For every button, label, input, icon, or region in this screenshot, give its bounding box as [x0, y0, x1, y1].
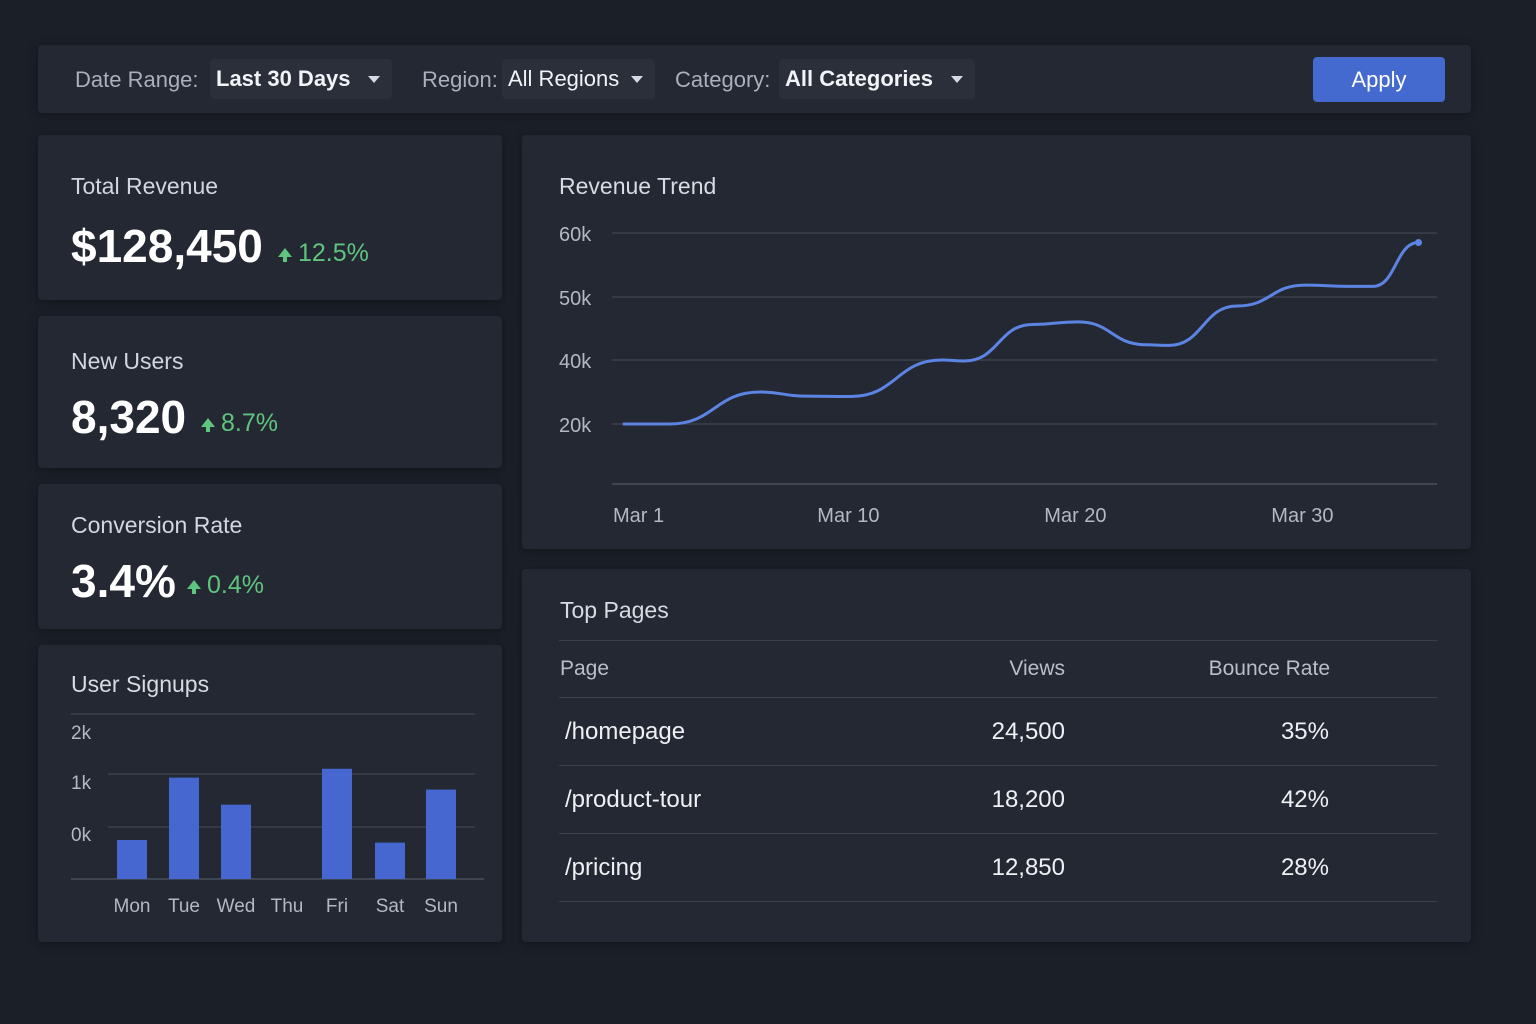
kpi-value: $128,450	[71, 220, 263, 272]
revenue-last-point	[1415, 239, 1422, 247]
chevron-down-icon	[951, 76, 963, 83]
bounce-rate-cell: 28%	[1280, 854, 1329, 881]
arrow-up-icon	[201, 417, 215, 432]
category-label: Category:	[675, 67, 771, 92]
kpi-delta: 0.4%	[187, 571, 264, 600]
y-tick-label: 0k	[71, 825, 92, 846]
top-pages-title: Top Pages	[560, 597, 669, 623]
date-range-select[interactable]: Last 30 Days	[210, 59, 392, 99]
category-select[interactable]: All Categories	[779, 59, 975, 99]
region-select[interactable]: All Regions	[502, 59, 655, 99]
revenue-trend-title: Revenue Trend	[559, 173, 717, 199]
column-header-views[interactable]: Views	[1009, 657, 1065, 680]
x-tick-label: Sat	[376, 896, 405, 917]
bar-sun	[426, 789, 456, 879]
kpi-value: 3.4%	[71, 555, 176, 607]
divider	[559, 697, 1437, 698]
views-cell: 12,850	[991, 854, 1065, 881]
table-row[interactable]: /pricing 12,850 28%	[559, 834, 1437, 902]
x-tick-label: Tue	[168, 896, 200, 917]
table-row[interactable]: /homepage 24,500 35%	[559, 698, 1437, 766]
revenue-trend-chart: 60k 50k 40k 20k Mar 1 Mar 10 Mar 20 Mar 30	[559, 224, 1437, 527]
arrow-up-icon	[187, 579, 201, 594]
y-tick-label: 40k	[559, 351, 592, 373]
x-tick-label: Fri	[326, 896, 348, 917]
kpi-delta: 8.7%	[201, 409, 278, 438]
bar-sat	[375, 842, 405, 879]
views-cell: 24,500	[991, 718, 1065, 745]
kpi-card-new-users: New Users 8,320 8.7%	[38, 316, 502, 468]
kpi-delta-value: 12.5%	[298, 239, 369, 267]
x-tick-label: Mar 1	[613, 505, 664, 527]
y-tick-label: 1k	[71, 773, 92, 794]
bar-fri	[322, 768, 352, 879]
bar-tue	[169, 777, 199, 879]
arrow-up-icon	[278, 247, 292, 262]
x-tick-label: Mar 20	[1044, 505, 1106, 527]
column-header-bounce-rate[interactable]: Bounce Rate	[1208, 657, 1330, 680]
top-pages-card: Top Pages Page Views Bounce Rate /homepa…	[522, 569, 1471, 942]
kpi-delta: 12.5%	[278, 239, 369, 268]
divider	[559, 640, 1437, 641]
y-tick-label: 20k	[559, 415, 592, 437]
x-tick-label: Mar 30	[1271, 505, 1333, 527]
revenue-series-line	[622, 241, 1420, 426]
x-tick-label: Sun	[424, 896, 458, 917]
region-label: Region:	[422, 67, 498, 92]
views-cell: 18,200	[991, 786, 1065, 813]
x-tick-label: Mar 10	[817, 505, 879, 527]
region-value: All Regions	[508, 66, 620, 91]
bounce-rate-cell: 35%	[1280, 718, 1329, 745]
kpi-card-total-revenue: Total Revenue $128,450 12.5%	[38, 135, 502, 300]
bar-mon	[117, 840, 147, 879]
kpi-title: New Users	[71, 348, 184, 374]
x-tick-label: Thu	[271, 896, 304, 917]
x-tick-label: Mon	[114, 896, 151, 917]
revenue-trend-card: Revenue Trend 60k 50k 40k 20k Mar 1 Mar 10 Mar…	[522, 135, 1471, 549]
user-signups-title: User Signups	[71, 671, 210, 697]
x-tick-label: Wed	[217, 896, 256, 917]
y-tick-label: 2k	[71, 723, 92, 744]
bounce-rate-cell: 42%	[1280, 786, 1329, 813]
kpi-delta-value: 0.4%	[207, 571, 264, 599]
user-signups-chart: 2k 1k 0k Mon Tue Wed Thu Fri Sat Sun	[71, 713, 484, 917]
date-range-value: Last 30 Days	[216, 66, 351, 91]
kpi-card-conversion-rate: Conversion Rate 3.4% 0.4%	[38, 484, 502, 629]
page-path-cell[interactable]: /homepage	[565, 718, 686, 745]
y-tick-label: 50k	[559, 288, 592, 310]
bar-wed	[221, 804, 251, 879]
table-row[interactable]: /product-tour 18,200 42%	[559, 766, 1437, 834]
y-tick-label: 60k	[559, 224, 592, 246]
kpi-delta-value: 8.7%	[221, 409, 278, 437]
filter-bar: Date Range: Last 30 Days Region: All Reg…	[38, 45, 1471, 113]
category-value: All Categories	[785, 66, 933, 91]
page-path-cell[interactable]: /pricing	[565, 854, 643, 881]
page-path-cell[interactable]: /product-tour	[565, 786, 702, 813]
date-range-label: Date Range:	[75, 67, 199, 92]
column-header-page[interactable]: Page	[560, 657, 610, 680]
kpi-value: 8,320	[71, 391, 187, 443]
chevron-down-icon	[368, 76, 380, 83]
kpi-title: Total Revenue	[71, 173, 219, 199]
chevron-down-icon	[631, 76, 643, 83]
user-signups-card: User Signups 2k 1k 0k Mon Tue Wed Thu Fri Sat Sun	[38, 645, 502, 942]
apply-button[interactable]: Apply	[1313, 57, 1445, 102]
kpi-title: Conversion Rate	[71, 512, 243, 538]
